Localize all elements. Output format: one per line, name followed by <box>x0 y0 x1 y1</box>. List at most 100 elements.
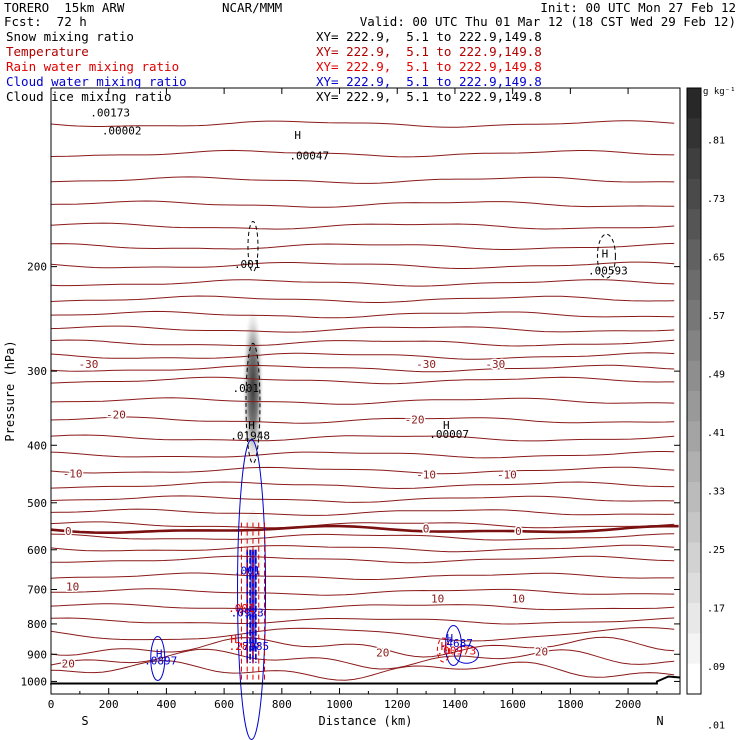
extremum-label: .001 <box>228 602 255 615</box>
colorbar-segment <box>687 572 701 604</box>
model-title: TORERO 15km ARW <box>4 0 125 15</box>
cloud-water-core <box>250 549 256 652</box>
colorbar-segment <box>687 451 701 483</box>
legend-rain-label: Rain water mixing ratio <box>6 59 180 74</box>
colorbar-tick-label: .81 <box>707 136 725 147</box>
temperature-label: -10 <box>63 467 83 480</box>
colorbar-segment <box>687 663 701 695</box>
legend-cloudwater-label: Cloud water mixing ratio <box>6 74 187 89</box>
colorbar-tick-label: .49 <box>707 369 725 380</box>
extremum-label: H <box>441 640 448 653</box>
colorbar-segment <box>687 391 701 422</box>
extremum-label: H <box>230 633 237 646</box>
temperature-contours <box>50 120 679 681</box>
extremum-label: .001 <box>233 382 260 395</box>
colorbar-segment <box>687 330 701 361</box>
cloud-ice-contour <box>247 221 259 273</box>
y-tick-label: 600 <box>27 544 47 557</box>
temperature-contour <box>50 572 675 580</box>
colorbar-tick-label: .65 <box>707 252 725 263</box>
temperature-contour <box>50 555 675 564</box>
temperature-label: -20 <box>405 414 425 427</box>
colorbar-segment <box>687 542 701 574</box>
colorbar-segment <box>687 360 701 392</box>
south-end-label: S <box>81 714 88 728</box>
temperature-contour <box>50 222 675 230</box>
temperature-contour <box>50 261 675 269</box>
colorbar-segment <box>687 269 701 301</box>
temperature-contour <box>50 376 675 385</box>
x-axis-label: Distance (km) <box>319 714 413 728</box>
terrain-line <box>50 675 681 685</box>
temperature-contour <box>50 416 675 424</box>
colorbar-tick-label: .41 <box>707 428 725 439</box>
temperature-contour <box>50 200 675 208</box>
colorbar-segment <box>687 148 701 180</box>
forecast-hour: Fcst: 72 h <box>4 14 87 29</box>
colorbar-segment <box>687 88 701 119</box>
temperature-contour <box>50 617 675 625</box>
temperature-contour <box>50 242 675 250</box>
y-tick-label: 500 <box>27 497 47 510</box>
extremum-label: .00047 <box>289 150 329 163</box>
temperature-contour <box>50 603 675 611</box>
y-tick-label: 800 <box>27 618 47 631</box>
extremum-label: H <box>156 648 163 661</box>
extremum-label: .28 <box>229 640 249 653</box>
valid-time: Valid: 00 UTC Thu 01 Mar 12 (18 CST Wed … <box>359 14 736 29</box>
y-axis-label: Pressure (hPa) <box>3 340 17 441</box>
x-tick-label: 1800 <box>557 698 584 711</box>
temperature-contour <box>50 533 675 541</box>
extremum-label: .0923 <box>231 606 264 619</box>
extremum-label: .00007 <box>429 428 469 441</box>
freezing-level-contour <box>50 524 679 534</box>
temperature-contour <box>50 521 675 529</box>
colorbar-segment <box>687 633 701 664</box>
init-time: Init: 00 UTC Mon 27 Feb 12 <box>540 0 736 15</box>
extremum-label: .4687 <box>440 637 473 650</box>
colorbar-segment <box>687 300 701 331</box>
x-tick-label: 1600 <box>499 698 526 711</box>
temperature-contour <box>50 648 675 670</box>
temperature-contour <box>50 495 675 503</box>
colorbar-segment <box>687 603 701 634</box>
extremum-label: H <box>294 129 301 142</box>
colorbar-segment <box>687 421 701 452</box>
temperature-contour <box>50 149 675 158</box>
temperature-label: 0 <box>65 525 72 538</box>
temperature-label: 0 <box>515 525 522 538</box>
y-tick-label: 700 <box>27 584 47 597</box>
y-tick-label: 1000 <box>21 675 48 688</box>
colorbar-tick-label: .33 <box>707 486 725 497</box>
x-tick-label: 0 <box>48 698 55 711</box>
temperature-contour <box>50 120 675 128</box>
temperature-label: -10 <box>497 468 517 481</box>
org-title: NCAR/MMM <box>222 0 283 15</box>
temperature-label: -30 <box>416 358 436 371</box>
temperature-contour <box>50 544 675 553</box>
cloud-ice-contours <box>245 221 616 464</box>
temperature-contour <box>50 508 675 516</box>
extremum-label: .00173 <box>90 107 130 120</box>
y-tick-label: 400 <box>27 439 47 452</box>
temperature-contour <box>50 352 675 360</box>
colorbar-segment <box>687 118 701 149</box>
rain-water-contours <box>240 522 450 684</box>
x-tick-label: 200 <box>99 698 119 711</box>
colorbar-segment <box>687 481 701 513</box>
colorbar-segment <box>687 178 701 210</box>
temperature-label: -10 <box>416 468 436 481</box>
temperature-label: 10 <box>512 593 525 606</box>
cloud-water-contour <box>150 636 166 682</box>
colorbar: .81 .73 .65 .57 .49 .41 .33 .25 .17 .09 .01 g kg⁻¹ <box>686 87 736 731</box>
temperature-label: 20 <box>376 646 389 659</box>
x-tick-label: 600 <box>214 698 234 711</box>
temperature-contour <box>50 310 675 319</box>
temperature-contour <box>50 397 675 405</box>
legend-cloudwater-xy: XY= 222.9, 5.1 to 222.9,149.8 <box>316 74 542 89</box>
extremum-label: .0897 <box>144 654 177 667</box>
extremum-label: .00973 <box>437 645 477 658</box>
x-tick-label: 2000 <box>615 698 642 711</box>
x-tick-label: 800 <box>272 698 292 711</box>
